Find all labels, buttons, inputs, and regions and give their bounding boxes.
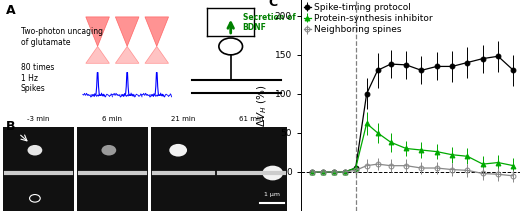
Text: 21 min: 21 min: [171, 116, 196, 122]
Text: Spikes: Spikes: [21, 84, 45, 93]
Polygon shape: [86, 17, 109, 46]
Bar: [77, 127, 148, 211]
Bar: [216, 127, 287, 211]
Polygon shape: [115, 46, 139, 63]
Text: 80 times
1 Hz: 80 times 1 Hz: [21, 63, 54, 83]
Legend: Spike-timing protocol, Protein-synthesis inhibitor, Neighboring spines: Spike-timing protocol, Protein-synthesis…: [303, 2, 434, 35]
Bar: [151, 127, 216, 211]
Polygon shape: [115, 17, 139, 46]
Text: Two-photon uncaging
of glutamate: Two-photon uncaging of glutamate: [21, 27, 103, 47]
Circle shape: [101, 145, 116, 156]
Polygon shape: [145, 46, 168, 63]
Text: B: B: [6, 120, 16, 133]
Text: Secretion of
BDNF: Secretion of BDNF: [242, 13, 295, 32]
Bar: [3, 127, 74, 211]
Text: 1 μm: 1 μm: [264, 192, 280, 197]
Text: 6 min: 6 min: [102, 116, 122, 122]
Circle shape: [28, 145, 42, 156]
Y-axis label: $\Delta V_H$ (%): $\Delta V_H$ (%): [255, 84, 269, 127]
Text: 61 min: 61 min: [239, 116, 264, 122]
Circle shape: [170, 144, 187, 157]
Polygon shape: [145, 17, 168, 46]
Text: C: C: [268, 0, 277, 9]
Polygon shape: [86, 46, 109, 63]
Text: A: A: [6, 4, 16, 17]
Circle shape: [263, 166, 283, 180]
Text: -3 min: -3 min: [27, 116, 50, 122]
